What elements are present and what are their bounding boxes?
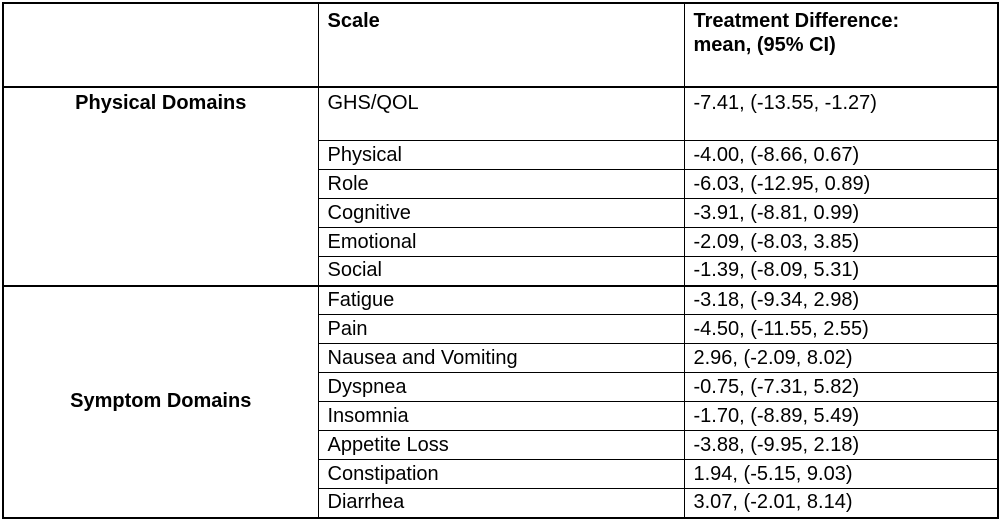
table-row: Social -1.39, (-8.09, 5.31) (3, 256, 999, 287)
value-cell: -2.09, (-8.03, 3.85) (683, 227, 999, 258)
header-treatment-line2: mean, (95% CI) (693, 33, 836, 56)
scale-cell: GHS/QOL (317, 86, 685, 142)
table-row: Pain -4.50, (-11.55, 2.55) (3, 314, 999, 345)
header-treatment-cell: Treatment Difference: mean, (95% CI) (683, 2, 999, 88)
scale-cell: Appetite Loss (317, 430, 685, 461)
value-cell: -4.50, (-11.55, 2.55) (683, 314, 999, 345)
table-row: Physical -4.00, (-8.66, 0.67) (3, 140, 999, 171)
header-row: Scale Treatment Difference: mean, (95% C… (2, 2, 999, 88)
scale-cell: Pain (317, 314, 685, 345)
group-cell-symptom-domains: Symptom Domains (2, 284, 319, 519)
scale-cell: Physical (317, 140, 685, 171)
header-empty-cell (2, 2, 319, 88)
scale-cell: Insomnia (317, 401, 685, 432)
value-cell: -0.75, (-7.31, 5.82) (683, 372, 999, 403)
scale-cell: Dyspnea (317, 372, 685, 403)
table-row: Physical Domains GHS/QOL -7.41, (-13.55,… (2, 86, 999, 287)
header-treatment-line1: Treatment Difference: (693, 10, 900, 32)
scale-cell: Cognitive (317, 198, 685, 229)
table-row: Nausea and Vomiting 2.96, (-2.09, 8.02) (3, 343, 999, 374)
table-row: Symptom Domains Fatigue -3.18, (-9.34, 2… (2, 284, 999, 519)
header-scale-cell: Scale (317, 2, 685, 88)
scale-cell: Fatigue (317, 284, 685, 316)
value-cell: 2.96, (-2.09, 8.02) (683, 343, 999, 374)
scale-cell: Constipation (317, 459, 685, 490)
value-cell: -3.18, (-9.34, 2.98) (683, 284, 999, 316)
value-cell: -3.88, (-9.95, 2.18) (683, 430, 999, 461)
scale-cell: Role (317, 169, 685, 200)
table-row: Diarrhea 3.07, (-2.01, 8.14) (3, 488, 999, 519)
table-row: Appetite Loss -3.88, (-9.95, 2.18) (3, 430, 999, 461)
value-cell: -7.41, (-13.55, -1.27) (683, 86, 999, 142)
scale-cell: Diarrhea (317, 488, 685, 519)
scale-cell: Social (317, 256, 685, 287)
table-row: Dyspnea -0.75, (-7.31, 5.82) (3, 372, 999, 403)
scale-cell: Emotional (317, 227, 685, 258)
value-cell: -4.00, (-8.66, 0.67) (683, 140, 999, 171)
table-row: Insomnia -1.70, (-8.89, 5.49) (3, 401, 999, 432)
value-cell: 3.07, (-2.01, 8.14) (683, 488, 999, 519)
value-cell: -3.91, (-8.81, 0.99) (683, 198, 999, 229)
value-cell: 1.94, (-5.15, 9.03) (683, 459, 999, 490)
value-cell: -1.39, (-8.09, 5.31) (683, 256, 999, 287)
table-row: Cognitive -3.91, (-8.81, 0.99) (3, 198, 999, 229)
table-row: Role -6.03, (-12.95, 0.89) (3, 169, 999, 200)
table-row: Emotional -2.09, (-8.03, 3.85) (3, 227, 999, 258)
table-row: Constipation 1.94, (-5.15, 9.03) (3, 459, 999, 490)
scale-cell: Nausea and Vomiting (317, 343, 685, 374)
value-cell: -6.03, (-12.95, 0.89) (683, 169, 999, 200)
group-cell-physical-domains: Physical Domains (2, 86, 319, 287)
value-cell: -1.70, (-8.89, 5.49) (683, 401, 999, 432)
